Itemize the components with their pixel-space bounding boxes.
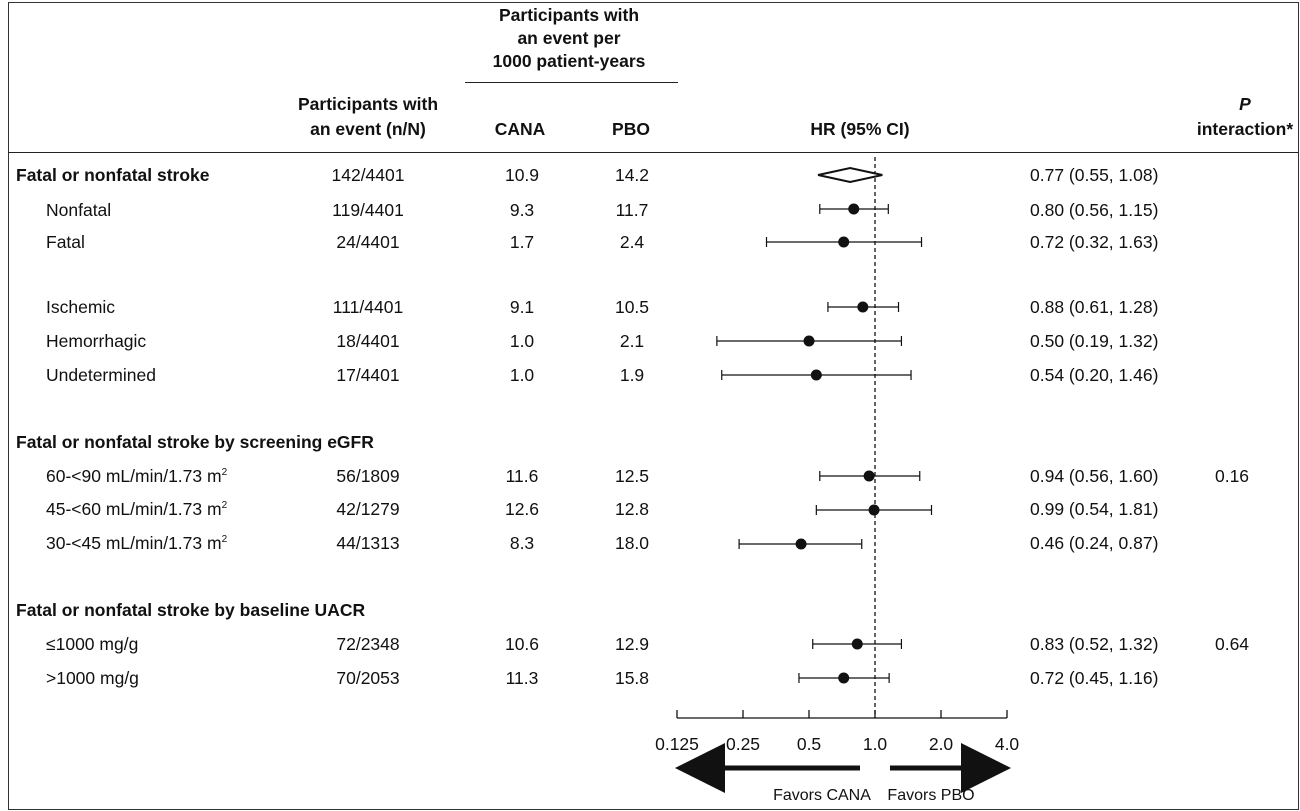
row-pbo: 2.4 (619, 232, 645, 252)
row-cana: 1.7 (509, 232, 535, 252)
subhead-uacr: Fatal or nonfatal stroke by baseline UAC… (16, 600, 366, 620)
axis-tick-label: 0.5 (796, 734, 822, 754)
hr-point (838, 236, 850, 248)
hr-point (838, 672, 850, 684)
row-pbo: 2.1 (619, 331, 645, 351)
row-n: 70/2053 (336, 668, 400, 688)
row-label: Ischemic (46, 297, 116, 317)
header-cana: CANA (494, 119, 546, 139)
row-pbo: 12.8 (614, 499, 650, 519)
row-label: 45-<60 mL/min/1.73 m2 (46, 499, 228, 519)
per1000-underline (465, 82, 678, 83)
row-label: 30-<45 mL/min/1.73 m2 (46, 533, 228, 553)
row-cana: 9.3 (509, 200, 535, 220)
axis-tick-label: 2.0 (928, 734, 954, 754)
row-label: Undetermined (46, 365, 156, 385)
row-n: 44/1313 (336, 533, 400, 553)
header-per1000-line2: an event per (517, 28, 621, 48)
axis-tick-label: 0.25 (725, 734, 761, 754)
header-p: P (1239, 94, 1251, 114)
hr-point (851, 638, 863, 650)
row-ci-text: 0.83 (0.52, 1.32) (1030, 634, 1159, 654)
row-pbo: 1.9 (619, 365, 645, 385)
axis-tick-label: 4.0 (994, 734, 1020, 754)
row-ci-text: 0.54 (0.20, 1.46) (1030, 365, 1159, 385)
row-label: >1000 mg/g (46, 668, 139, 688)
row-cana: 11.6 (505, 466, 539, 486)
row-ci-text: 0.88 (0.61, 1.28) (1030, 297, 1159, 317)
row-n: 56/1809 (336, 466, 400, 486)
axis-tick-label: 0.125 (655, 734, 699, 754)
hr-point (848, 203, 860, 215)
header-participants-line1: Participants with (297, 94, 439, 114)
row-ci-text: 0.50 (0.19, 1.32) (1030, 331, 1159, 351)
row-n: 24/4401 (336, 232, 400, 252)
favors-pbo-label: Favors PBO (887, 787, 975, 804)
row-cana: 9.1 (509, 297, 535, 317)
row-pbo: 10.5 (614, 297, 650, 317)
row-label: Hemorrhagic (46, 331, 147, 351)
header-per1000-line3: 1000 patient-years (492, 51, 646, 71)
row-n: 119/4401 (332, 200, 404, 220)
header-pbo: PBO (612, 119, 650, 139)
row-label: Fatal (46, 232, 85, 252)
row-ci-text: 0.77 (0.55, 1.08) (1030, 165, 1159, 185)
header-per1000-line1: Participants with (498, 5, 640, 25)
row-cana: 10.6 (504, 634, 540, 654)
row-n: 142/4401 (331, 165, 405, 185)
header-participants-line2: an event (n/N) (310, 119, 426, 139)
row-cana: 1.0 (509, 365, 535, 385)
row-label: 60-<90 mL/min/1.73 m2 (46, 466, 228, 486)
axis-tick-label: 1.0 (862, 734, 888, 754)
hr-point (795, 538, 807, 550)
row-n: 17/4401 (336, 365, 400, 385)
row-pbo: 12.9 (614, 634, 650, 654)
row-ci-text: 0.80 (0.56, 1.15) (1030, 200, 1159, 220)
header-interaction: interaction* (1196, 119, 1294, 139)
row-cana: 12.6 (504, 499, 540, 519)
row-label: ≤1000 mg/g (46, 634, 139, 654)
header-rule (8, 152, 1299, 153)
row-pbo: 12.5 (614, 466, 650, 486)
row-ci-text: 0.99 (0.54, 1.81) (1030, 499, 1159, 519)
row-pbo: 18.0 (614, 533, 650, 553)
row-p-interaction: 0.16 (1214, 466, 1250, 486)
row-cana: 8.3 (509, 533, 535, 553)
hr-point (803, 335, 815, 347)
subhead-egfr: Fatal or nonfatal stroke by screening eG… (16, 432, 374, 452)
hr-point (810, 369, 822, 381)
figure-frame (8, 2, 1299, 810)
row-n: 42/1279 (336, 499, 400, 519)
row-label: Fatal or nonfatal stroke (16, 165, 210, 185)
hr-point (863, 470, 875, 482)
row-cana: 1.0 (509, 331, 535, 351)
row-n: 18/4401 (336, 331, 400, 351)
favors-cana-label: Favors CANA (773, 787, 871, 804)
row-n: 72/2348 (336, 634, 400, 654)
row-ci-text: 0.94 (0.56, 1.60) (1030, 466, 1159, 486)
row-p-interaction: 0.64 (1214, 634, 1250, 654)
row-pbo: 11.7 (615, 200, 649, 220)
row-ci-text: 0.72 (0.32, 1.63) (1030, 232, 1159, 252)
row-label: Nonfatal (46, 200, 112, 220)
row-n: 111/4401 (332, 297, 404, 317)
hr-point (868, 504, 880, 516)
row-pbo: 15.8 (614, 668, 650, 688)
row-cana: 10.9 (504, 165, 540, 185)
hr-point (857, 301, 869, 313)
hr-diamond (817, 166, 883, 184)
row-cana: 11.3 (505, 668, 539, 688)
row-ci-text: 0.72 (0.45, 1.16) (1030, 668, 1159, 688)
row-pbo: 14.2 (614, 165, 650, 185)
header-hr: HR (95% CI) (810, 119, 910, 139)
row-ci-text: 0.46 (0.24, 0.87) (1030, 533, 1159, 553)
